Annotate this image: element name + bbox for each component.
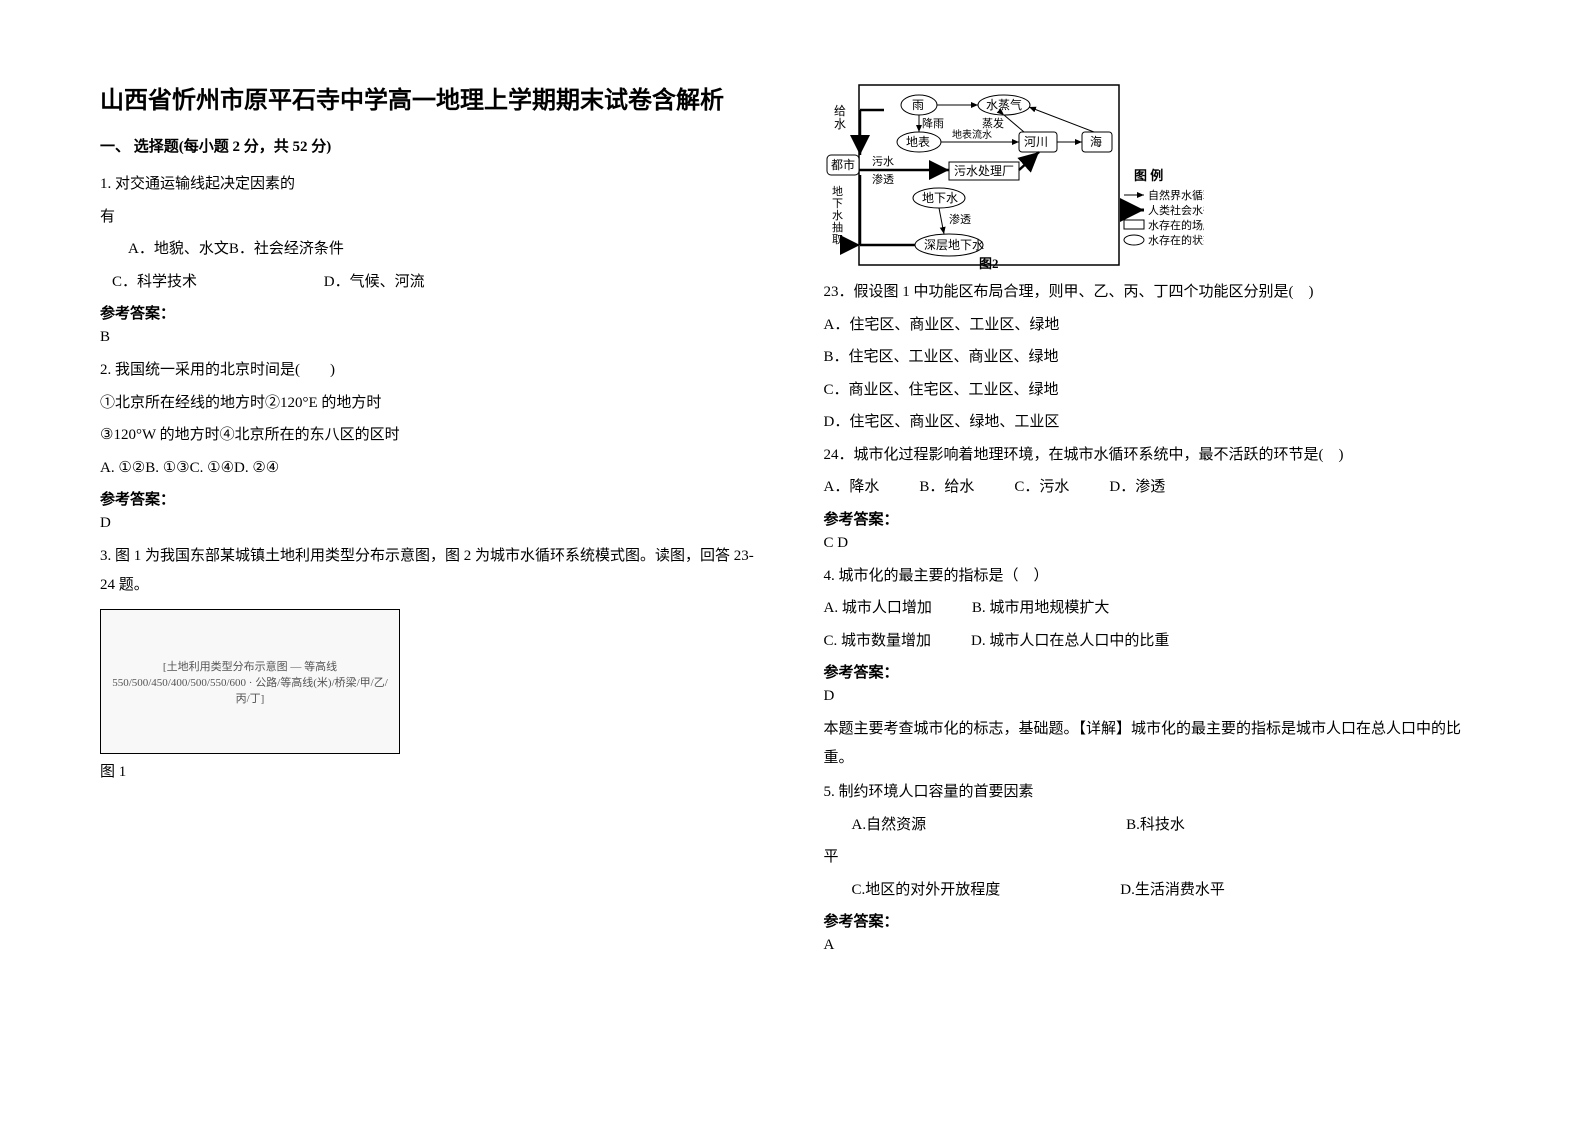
edge-zhengfa: 蒸发 <box>982 116 1004 130</box>
q4-ab: A. 城市人口增加 B. 城市用地规模扩大 <box>824 594 1488 623</box>
q24-d: D．渗透 <box>1109 473 1165 502</box>
q3-stem: 3. 图 1 为我国东部某城镇土地利用类型分布示意图，图 2 为城市水循环系统模… <box>100 542 764 599</box>
answer-label-2: 参考答案： <box>100 488 764 509</box>
page-title: 山西省忻州市原平石寺中学高一地理上学期期末试卷含解析 <box>100 80 764 115</box>
q5-answer: A <box>824 937 1488 954</box>
q23-b: B．住宅区、工业区、商业区、绿地 <box>824 343 1488 372</box>
q4-answer: D <box>824 688 1488 705</box>
node-dixiashuichouqu: 地下水抽取 <box>832 185 843 246</box>
q2-line2: ③120°W 的地方时④北京所在的东八区的区时 <box>100 421 764 450</box>
q24-c: C．污水 <box>1014 473 1069 502</box>
q2-opts: A. ①②B. ①③C. ①④D. ②④ <box>100 454 764 483</box>
q23-d: D．住宅区、商业区、绿地、工业区 <box>824 408 1488 437</box>
q1-opt-d: D．气候、河流 <box>324 274 425 290</box>
q1-stem-2: 有 <box>100 203 764 232</box>
node-shuizhengqi: 水蒸气 <box>986 97 1022 112</box>
q4-stem: 4. 城市化的最主要的指标是（ ） <box>824 562 1488 591</box>
legend-item2: 人类社会水循环 <box>1148 203 1204 217</box>
figure-2-caption: 图2 <box>979 256 999 270</box>
figure-1-placeholder: [土地利用类型分布示意图 — 等高线 550/500/450/400/500/5… <box>101 652 399 712</box>
q4-explain: 本题主要考查城市化的标志，基础题。【详解】城市化的最主要的指标是城市人口在总人口… <box>824 715 1488 772</box>
q2-line1: ①北京所在经线的地方时②120°E 的地方时 <box>100 389 764 418</box>
water-cycle-svg: 给水 都市 地下水抽取 雨 水蒸气 地表 河川 海 污水处理厂 地下水 深层地下… <box>824 80 1204 270</box>
edge-wushui: 污水 <box>872 155 894 168</box>
q4-d: D. 城市人口在总人口中的比重 <box>971 627 1169 656</box>
q5-d: D.生活消费水平 <box>1120 876 1225 905</box>
section-header: 一、 选择题(每小题 2 分，共 52 分) <box>100 135 764 156</box>
node-wushuichulichang: 污水处理厂 <box>954 164 1014 178</box>
q24-opts: A．降水 B．给水 C．污水 D．渗透 <box>824 473 1488 502</box>
q5-ab: A.自然资源 B.科技水 <box>824 811 1488 840</box>
q23-stem: 23．假设图 1 中功能区布局合理，则甲、乙、丙、丁四个功能区分别是( ) <box>824 278 1488 307</box>
q1-opt-c: C．科学技术 <box>100 268 320 297</box>
node-dushi: 都市 <box>831 157 855 172</box>
legend-item4: 水存在的状态 <box>1148 233 1204 247</box>
legend-item1: 自然界水循环 <box>1148 188 1204 202</box>
answer-label-5: 参考答案： <box>824 910 1488 931</box>
q24-a: A．降水 <box>824 473 880 502</box>
figure-1: [土地利用类型分布示意图 — 等高线 550/500/450/400/500/5… <box>100 609 400 754</box>
q1-opts-ab: A．地貌、水文B．社会经济条件 <box>100 235 764 264</box>
q1-opts-cd: C．科学技术 D．气候、河流 <box>100 268 764 297</box>
figure-1-caption: 图 1 <box>100 760 764 781</box>
legend-item3: 水存在的场所 <box>1148 218 1204 232</box>
left-column: 山西省忻州市原平石寺中学高一地理上学期期末试卷含解析 一、 选择题(每小题 2 … <box>100 80 764 1082</box>
q1-opt-b: B．社会经济条件 <box>229 241 344 257</box>
legend-title: 图 例 <box>1134 168 1163 183</box>
edge-dibiaoliushui: 地表流水 <box>952 128 992 141</box>
q5-a: A.自然资源 <box>852 811 927 840</box>
q4-c: C. 城市数量增加 <box>824 627 932 656</box>
answer-label-24: 参考答案： <box>824 508 1488 529</box>
q4-cd: C. 城市数量增加 D. 城市人口在总人口中的比重 <box>824 627 1488 656</box>
right-column: 给水 都市 地下水抽取 雨 水蒸气 地表 河川 海 污水处理厂 地下水 深层地下… <box>824 80 1488 1082</box>
node-shencengdixiashui: 深层地下水 <box>924 238 984 252</box>
answer-label-4: 参考答案： <box>824 661 1488 682</box>
q1-answer: B <box>100 329 764 346</box>
q5-b: B.科技水 <box>1126 811 1185 840</box>
node-dibiao: 地表 <box>906 135 930 149</box>
q23-a: A．住宅区、商业区、工业区、绿地 <box>824 311 1488 340</box>
node-geishui: 给水 <box>834 104 846 131</box>
q5-stem: 5. 制约环境人口容量的首要因素 <box>824 778 1488 807</box>
q2-answer: D <box>100 515 764 532</box>
q24-stem: 24．城市化过程影响着地理环境，在城市水循环系统中，最不活跃的环节是( ) <box>824 441 1488 470</box>
q5-c: C.地区的对外开放程度 <box>852 876 1001 905</box>
q23-c: C．商业区、住宅区、工业区、绿地 <box>824 376 1488 405</box>
q24-b: B．给水 <box>919 473 974 502</box>
q2-stem: 2. 我国统一采用的北京时间是( ) <box>100 356 764 385</box>
edge-shentou1: 渗透 <box>872 172 894 186</box>
node-hechuan: 河川 <box>1024 135 1048 149</box>
q1-stem-1: 1. 对交通运输线起决定因素的 <box>100 170 764 199</box>
answer-label-1: 参考答案： <box>100 302 764 323</box>
q4-a: A. 城市人口增加 <box>824 594 932 623</box>
q24-answer: C D <box>824 535 1488 552</box>
q4-b: B. 城市用地规模扩大 <box>972 594 1110 623</box>
edge-jiangyu: 降雨 <box>922 116 944 130</box>
figure-2-diagram: 给水 都市 地下水抽取 雨 水蒸气 地表 河川 海 污水处理厂 地下水 深层地下… <box>824 80 1204 270</box>
q5-b-cont: 平 <box>824 843 1488 872</box>
q1-opt-a: A．地貌、水文 <box>128 241 229 257</box>
edge-shentou2: 渗透 <box>949 212 971 226</box>
q5-cd: C.地区的对外开放程度 D.生活消费水平 <box>824 876 1488 905</box>
node-hai: 海 <box>1090 134 1102 149</box>
node-yu: 雨 <box>912 98 924 112</box>
node-dixiashui: 地下水 <box>922 191 958 205</box>
